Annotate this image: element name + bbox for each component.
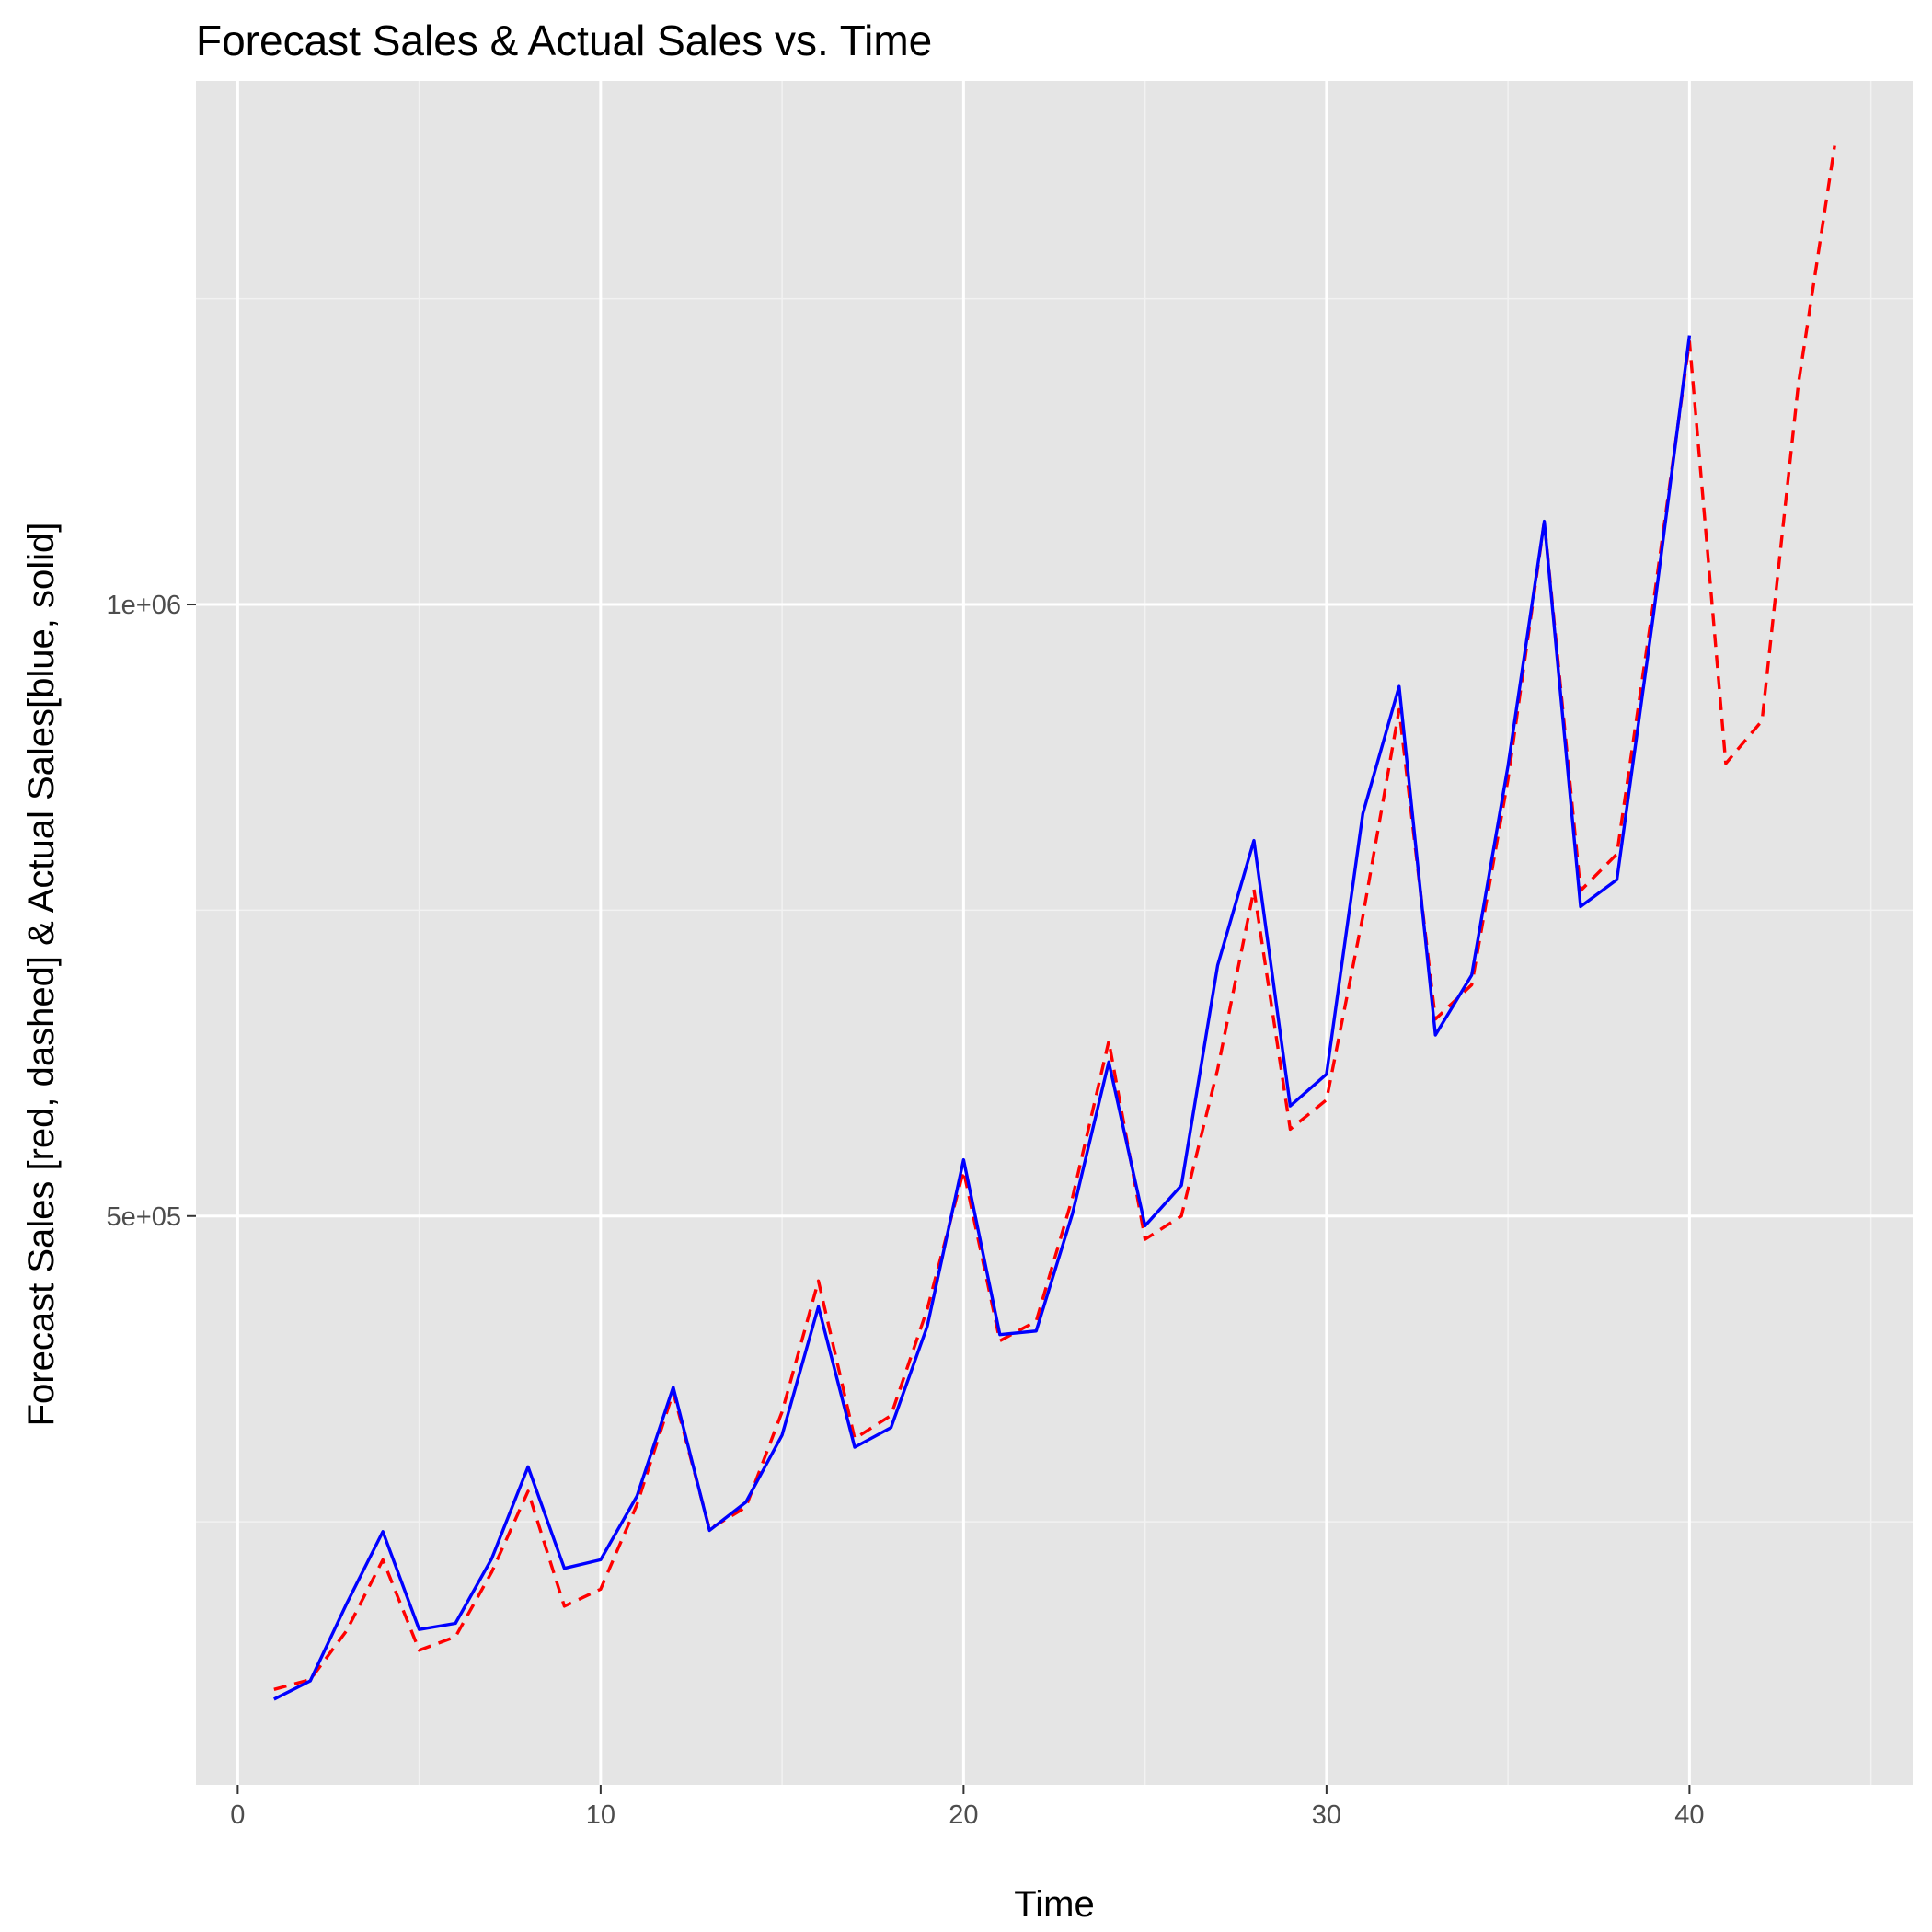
axis-ticks — [187, 604, 1691, 1794]
x-tick-label: 10 — [586, 1800, 615, 1830]
x-tick-label: 40 — [1674, 1800, 1704, 1830]
plot-panel — [196, 81, 1913, 1785]
y-tick-label: 5e+05 — [107, 1202, 181, 1232]
x-axis-title: Time — [1014, 1884, 1094, 1925]
major-gridlines — [196, 81, 1913, 1785]
x-tick-label: 0 — [230, 1800, 245, 1830]
x-tick-label: 20 — [949, 1800, 978, 1830]
minor-gridlines — [196, 81, 1913, 1785]
y-tick-label: 1e+06 — [107, 591, 181, 620]
y-axis-title: Forecast Sales [red, dashed] & Actual Sa… — [21, 523, 62, 1427]
tick-labels: 0 10 20 30 40 5e+05 1e+06 — [107, 591, 1705, 1830]
series-layer — [273, 145, 1836, 1701]
actual-sales-line — [273, 335, 1692, 1701]
chart-title: Forecast Sales & Actual Sales vs. Time — [196, 17, 932, 64]
x-tick-label: 30 — [1312, 1800, 1341, 1830]
